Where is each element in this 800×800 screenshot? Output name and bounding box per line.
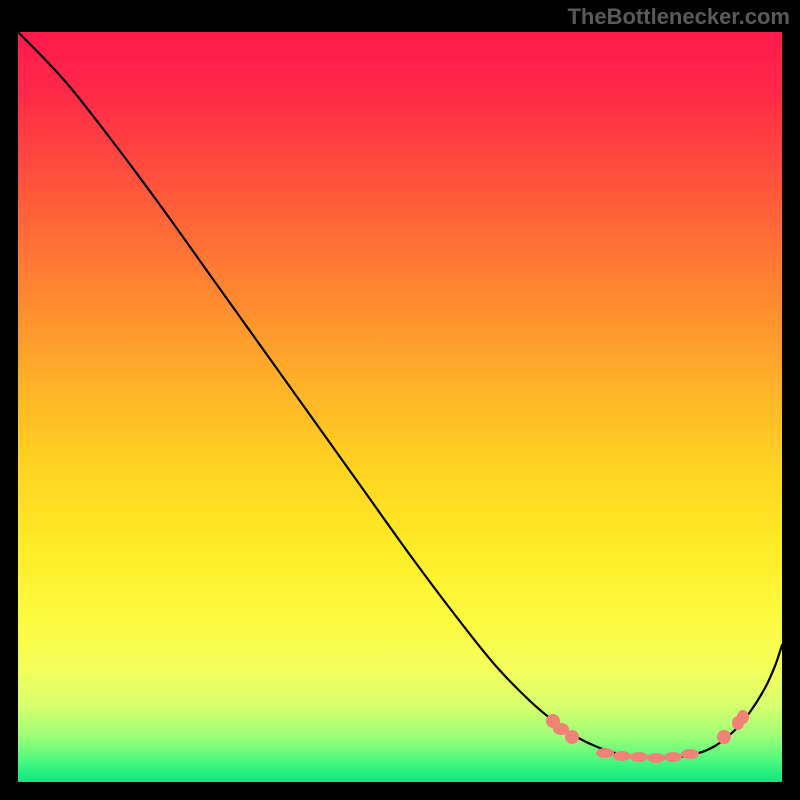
curve-marker — [565, 730, 579, 744]
curve-marker — [737, 710, 749, 724]
curve-marker — [613, 751, 631, 761]
curve-marker — [681, 749, 699, 759]
curve-marker — [630, 752, 648, 762]
root-container: TheBottlenecker.com — [0, 0, 800, 800]
curve-marker — [647, 753, 665, 763]
plot-background — [18, 32, 782, 782]
curve-marker — [596, 748, 614, 758]
bottleneck-chart — [0, 0, 800, 800]
curve-marker — [664, 752, 682, 762]
watermark-text: TheBottlenecker.com — [567, 4, 790, 30]
curve-marker — [717, 730, 731, 744]
